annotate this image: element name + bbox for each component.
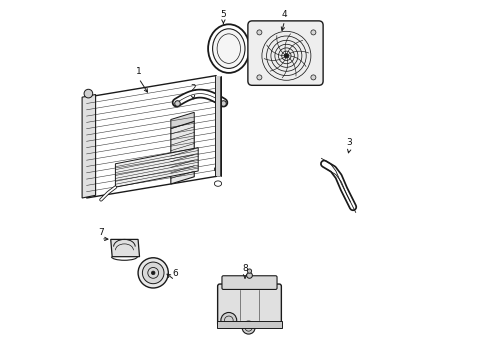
Circle shape — [143, 262, 164, 284]
Circle shape — [151, 271, 155, 275]
Text: 4: 4 — [282, 10, 288, 19]
FancyBboxPatch shape — [218, 284, 281, 326]
Circle shape — [138, 258, 169, 288]
Text: 6: 6 — [172, 269, 178, 278]
Circle shape — [311, 75, 316, 80]
Polygon shape — [171, 121, 194, 184]
Circle shape — [84, 89, 93, 98]
Circle shape — [221, 312, 237, 328]
Ellipse shape — [213, 29, 245, 68]
FancyBboxPatch shape — [248, 21, 323, 85]
Circle shape — [257, 75, 262, 80]
Text: 1: 1 — [136, 68, 142, 77]
Text: 3: 3 — [346, 138, 352, 147]
Circle shape — [285, 54, 288, 58]
Text: 5: 5 — [220, 10, 226, 19]
Circle shape — [246, 273, 252, 278]
FancyBboxPatch shape — [222, 276, 277, 289]
Text: 7: 7 — [98, 228, 104, 237]
Circle shape — [311, 30, 316, 35]
Circle shape — [257, 30, 262, 35]
Bar — [217, 321, 282, 328]
Circle shape — [242, 321, 255, 334]
Text: 8: 8 — [242, 264, 248, 273]
Text: 2: 2 — [190, 84, 196, 93]
Circle shape — [247, 269, 252, 273]
Polygon shape — [111, 239, 140, 257]
Polygon shape — [116, 148, 198, 187]
Polygon shape — [82, 94, 96, 198]
Polygon shape — [171, 112, 194, 129]
